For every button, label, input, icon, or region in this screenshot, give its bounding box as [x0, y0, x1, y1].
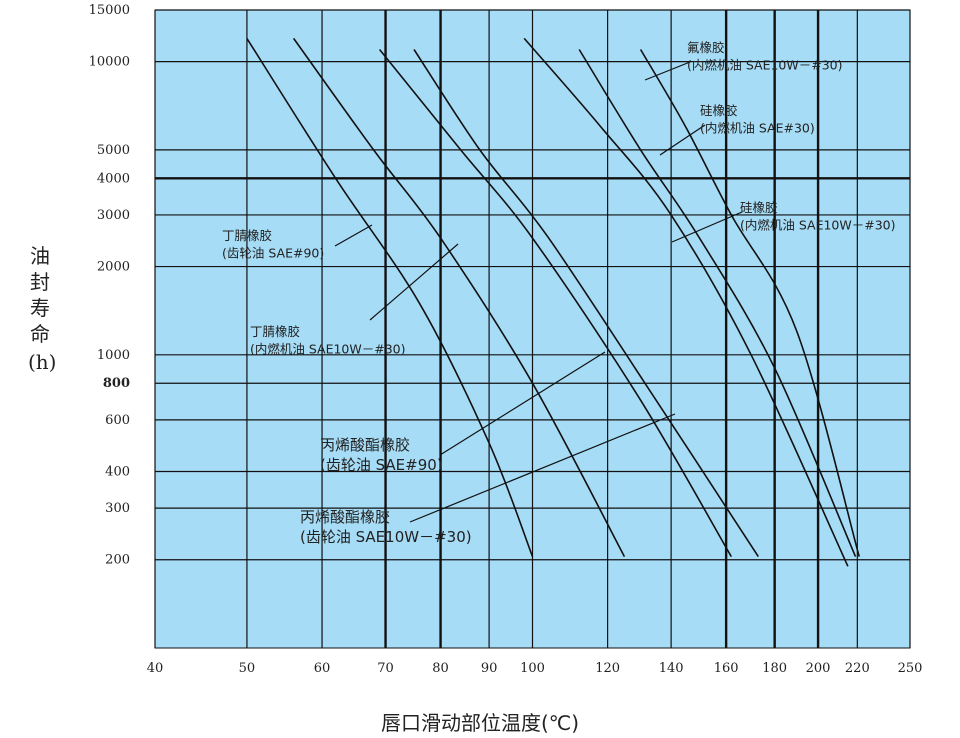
y-tick-label: 5000 [97, 143, 130, 158]
annotation-leader-line [659, 124, 706, 156]
series-line-5 [523, 37, 849, 567]
x-tick-label: 200 [806, 661, 831, 676]
y-tick-label: 15000 [89, 3, 130, 18]
y-axis-label-char: 寿 [30, 296, 50, 320]
series-line-2 [292, 37, 626, 557]
y-tick-label: 300 [105, 501, 130, 516]
y-tick-label: 400 [105, 464, 130, 479]
x-tick-label: 180 [762, 661, 787, 676]
annotation-label: 硅橡胶 [700, 103, 738, 118]
annotation-label: (内燃机油 SAE10W－#30) [250, 342, 406, 357]
x-tick-label: 250 [898, 661, 923, 676]
annotation-label: (齿轮油 SAE#90) [222, 246, 324, 261]
annotation-leader-line [369, 243, 459, 321]
series-line-1 [246, 37, 534, 557]
x-axis-label: 唇口滑动部位温度(℃) [380, 711, 580, 735]
series-line-7 [639, 49, 860, 557]
series-line-4 [413, 49, 759, 558]
annotation-label: (内燃机油 SAE#30) [700, 121, 815, 136]
x-tick-label: 100 [520, 661, 545, 676]
x-tick-label: 160 [714, 661, 739, 676]
annotation-label: 丁腈橡胶 [250, 324, 300, 339]
series-line-3 [378, 48, 732, 558]
annotation-leader-line [644, 61, 691, 81]
y-tick-label: 3000 [97, 208, 130, 223]
annotation-label: 硅橡胶 [740, 200, 778, 215]
y-axis-label-char: 封 [30, 270, 50, 294]
y-tick-label: 800 [103, 376, 130, 391]
x-tick-label: 70 [377, 661, 394, 676]
annotation-label: 丁腈橡胶 [222, 228, 272, 243]
annotation-label: 氟橡胶 [687, 40, 725, 55]
x-tick-label: 90 [481, 661, 498, 676]
y-tick-label: 2000 [97, 260, 130, 275]
x-tick-label: 60 [314, 661, 331, 676]
x-tick-label: 50 [239, 661, 256, 676]
annotation-label: (内燃机油 SAE10W－#30) [740, 218, 896, 233]
annotation-leader-line [439, 351, 606, 456]
annotation-leader-line [334, 224, 373, 247]
x-tick-label: 120 [595, 661, 620, 676]
x-tick-label: 80 [432, 661, 449, 676]
y-tick-label: 4000 [97, 171, 130, 186]
x-tick-label: 40 [147, 661, 164, 676]
x-tick-label: 220 [845, 661, 870, 676]
annotation-label: 丙烯酸酯橡胶 [320, 436, 410, 454]
y-tick-label: 200 [105, 553, 130, 568]
annotation-label: (齿轮油 SAE10W－#30) [300, 528, 472, 546]
y-tick-label: 1000 [97, 348, 130, 363]
annotation-label: 丙烯酸酯橡胶 [300, 508, 390, 526]
annotation-leader-line [671, 211, 743, 243]
annotation-leader-line [409, 413, 676, 523]
annotation-label: (齿轮油 SAE#90) [320, 456, 443, 474]
x-tick-label: 140 [659, 661, 684, 676]
y-axis-label-char: 命 [30, 322, 50, 346]
y-tick-label: 10000 [89, 55, 130, 70]
annotation-label: (内燃机油 SAE10W－#30) [687, 58, 843, 73]
y-axis-label-char: 油 [30, 244, 50, 268]
y-tick-label: 600 [105, 413, 130, 428]
series-line-6 [578, 49, 857, 557]
y-axis-label-unit: (h) [28, 350, 57, 374]
